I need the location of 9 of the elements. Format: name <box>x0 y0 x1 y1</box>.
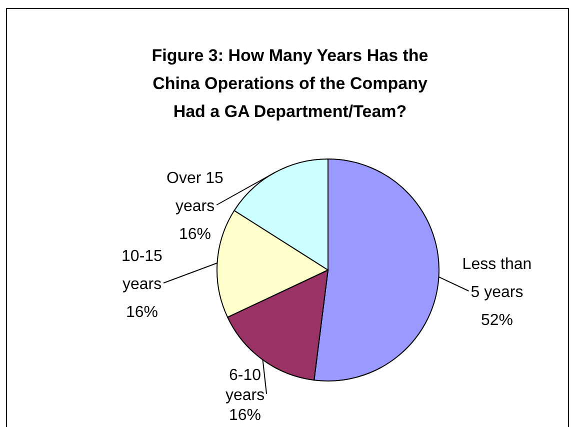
data-label: 16% <box>178 226 212 243</box>
chart-title: Figure 3: How Many Years Has the China Operations of the Company Had a GA Department/Team? <box>152 46 428 121</box>
data-label: 16% <box>126 304 158 321</box>
slice-label: 10-15 years <box>122 248 163 293</box>
slice-label: 6-10 years <box>225 367 265 404</box>
data-label: 16% <box>228 407 262 424</box>
slice-label: Over 15 years <box>166 170 224 215</box>
slice-label: Less than 5 years <box>462 256 532 301</box>
data-label: 52% <box>480 312 514 329</box>
